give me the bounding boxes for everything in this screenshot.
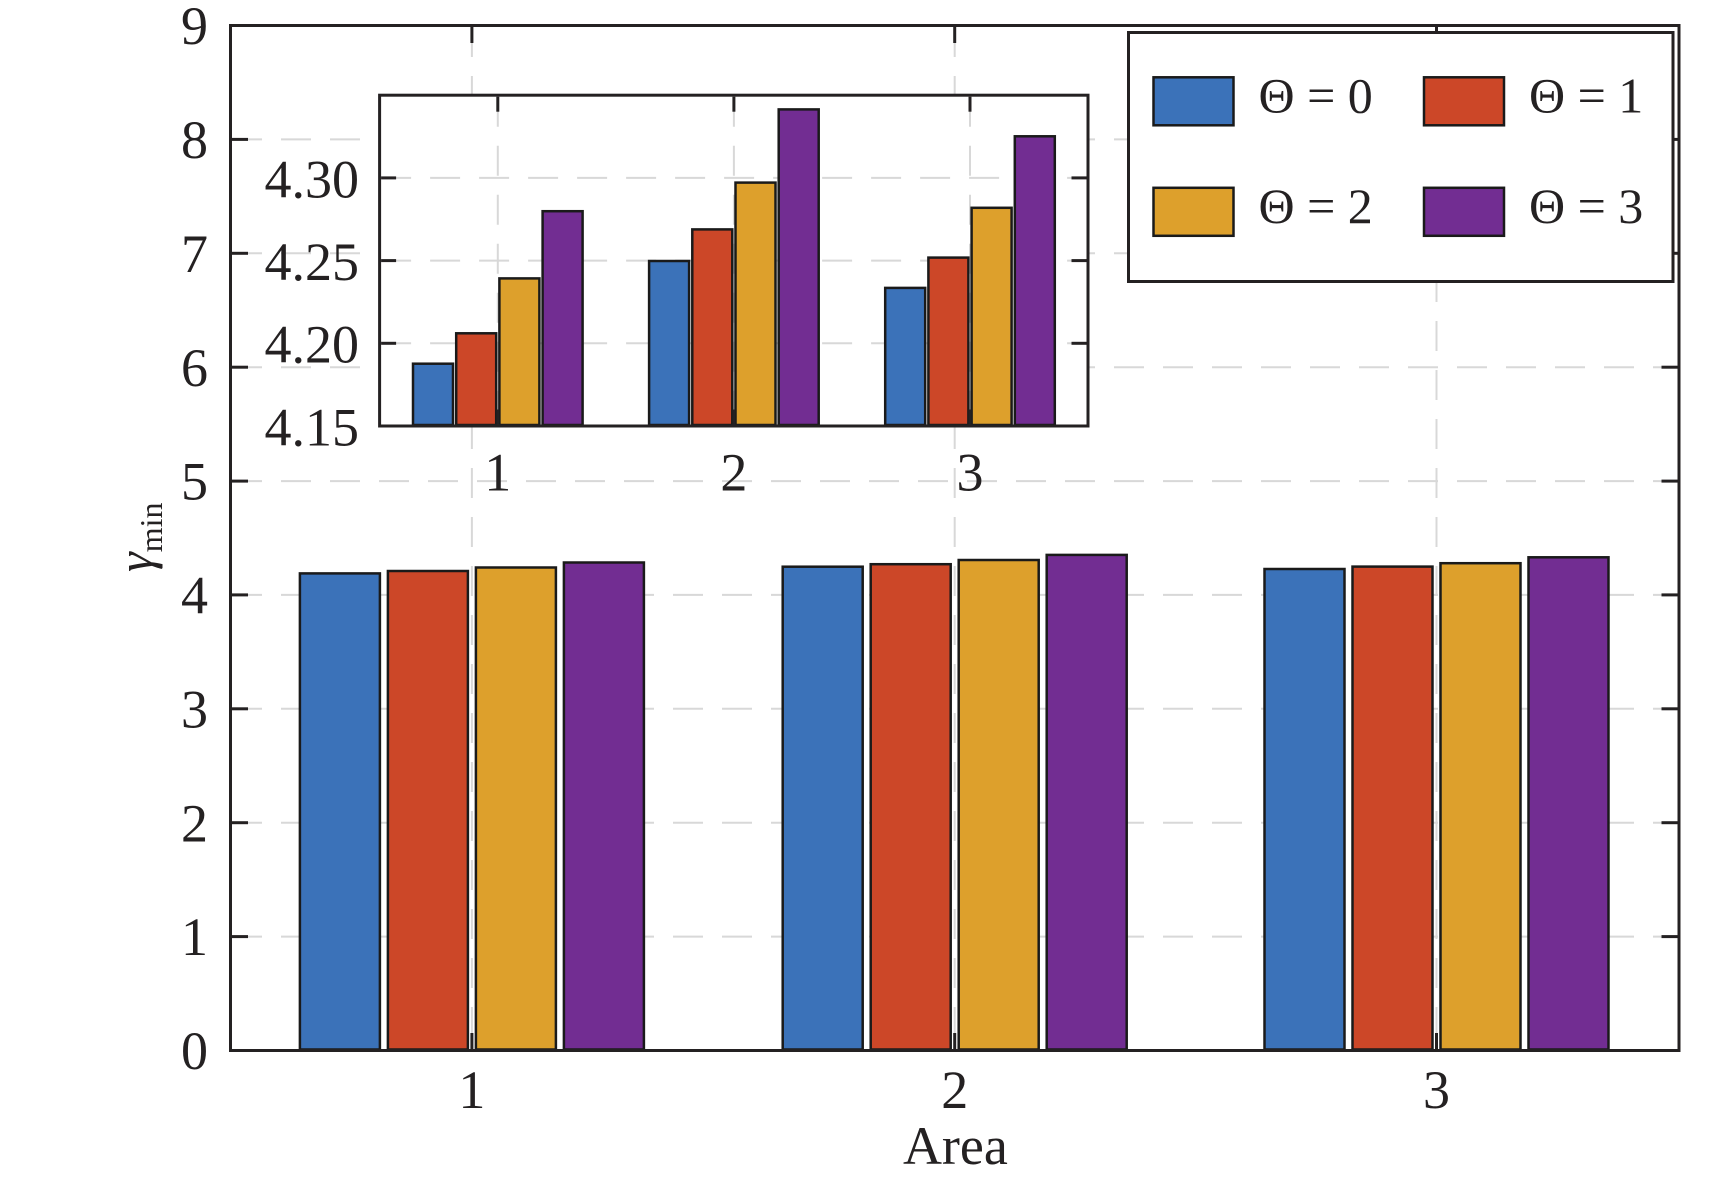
svg-text:2: 2 xyxy=(720,443,747,503)
svg-text:1: 1 xyxy=(484,443,511,503)
svg-text:Θ = 1: Θ = 1 xyxy=(1529,67,1643,123)
svg-text:γmin: γmin xyxy=(107,503,169,572)
svg-text:9: 9 xyxy=(181,0,208,56)
svg-text:Θ = 3: Θ = 3 xyxy=(1529,178,1643,234)
svg-text:3: 3 xyxy=(957,443,984,503)
svg-text:4: 4 xyxy=(181,566,208,626)
svg-text:4.15: 4.15 xyxy=(265,397,360,457)
svg-text:8: 8 xyxy=(181,110,208,170)
svg-text:7: 7 xyxy=(181,224,208,284)
svg-text:4.30: 4.30 xyxy=(265,149,360,209)
svg-text:3: 3 xyxy=(1423,1060,1450,1120)
svg-text:1: 1 xyxy=(181,907,208,967)
svg-text:4.20: 4.20 xyxy=(265,315,360,375)
svg-text:1: 1 xyxy=(458,1060,485,1120)
svg-text:5: 5 xyxy=(181,452,208,512)
svg-text:Θ = 2: Θ = 2 xyxy=(1259,178,1373,234)
svg-text:Θ = 0: Θ = 0 xyxy=(1259,67,1373,123)
svg-text:3: 3 xyxy=(181,679,208,739)
svg-text:Area: Area xyxy=(903,1116,1008,1176)
svg-text:2: 2 xyxy=(181,793,208,853)
svg-text:6: 6 xyxy=(181,338,208,398)
svg-text:4.25: 4.25 xyxy=(265,232,360,292)
svg-text:2: 2 xyxy=(941,1060,968,1120)
svg-text:0: 0 xyxy=(181,1021,208,1081)
